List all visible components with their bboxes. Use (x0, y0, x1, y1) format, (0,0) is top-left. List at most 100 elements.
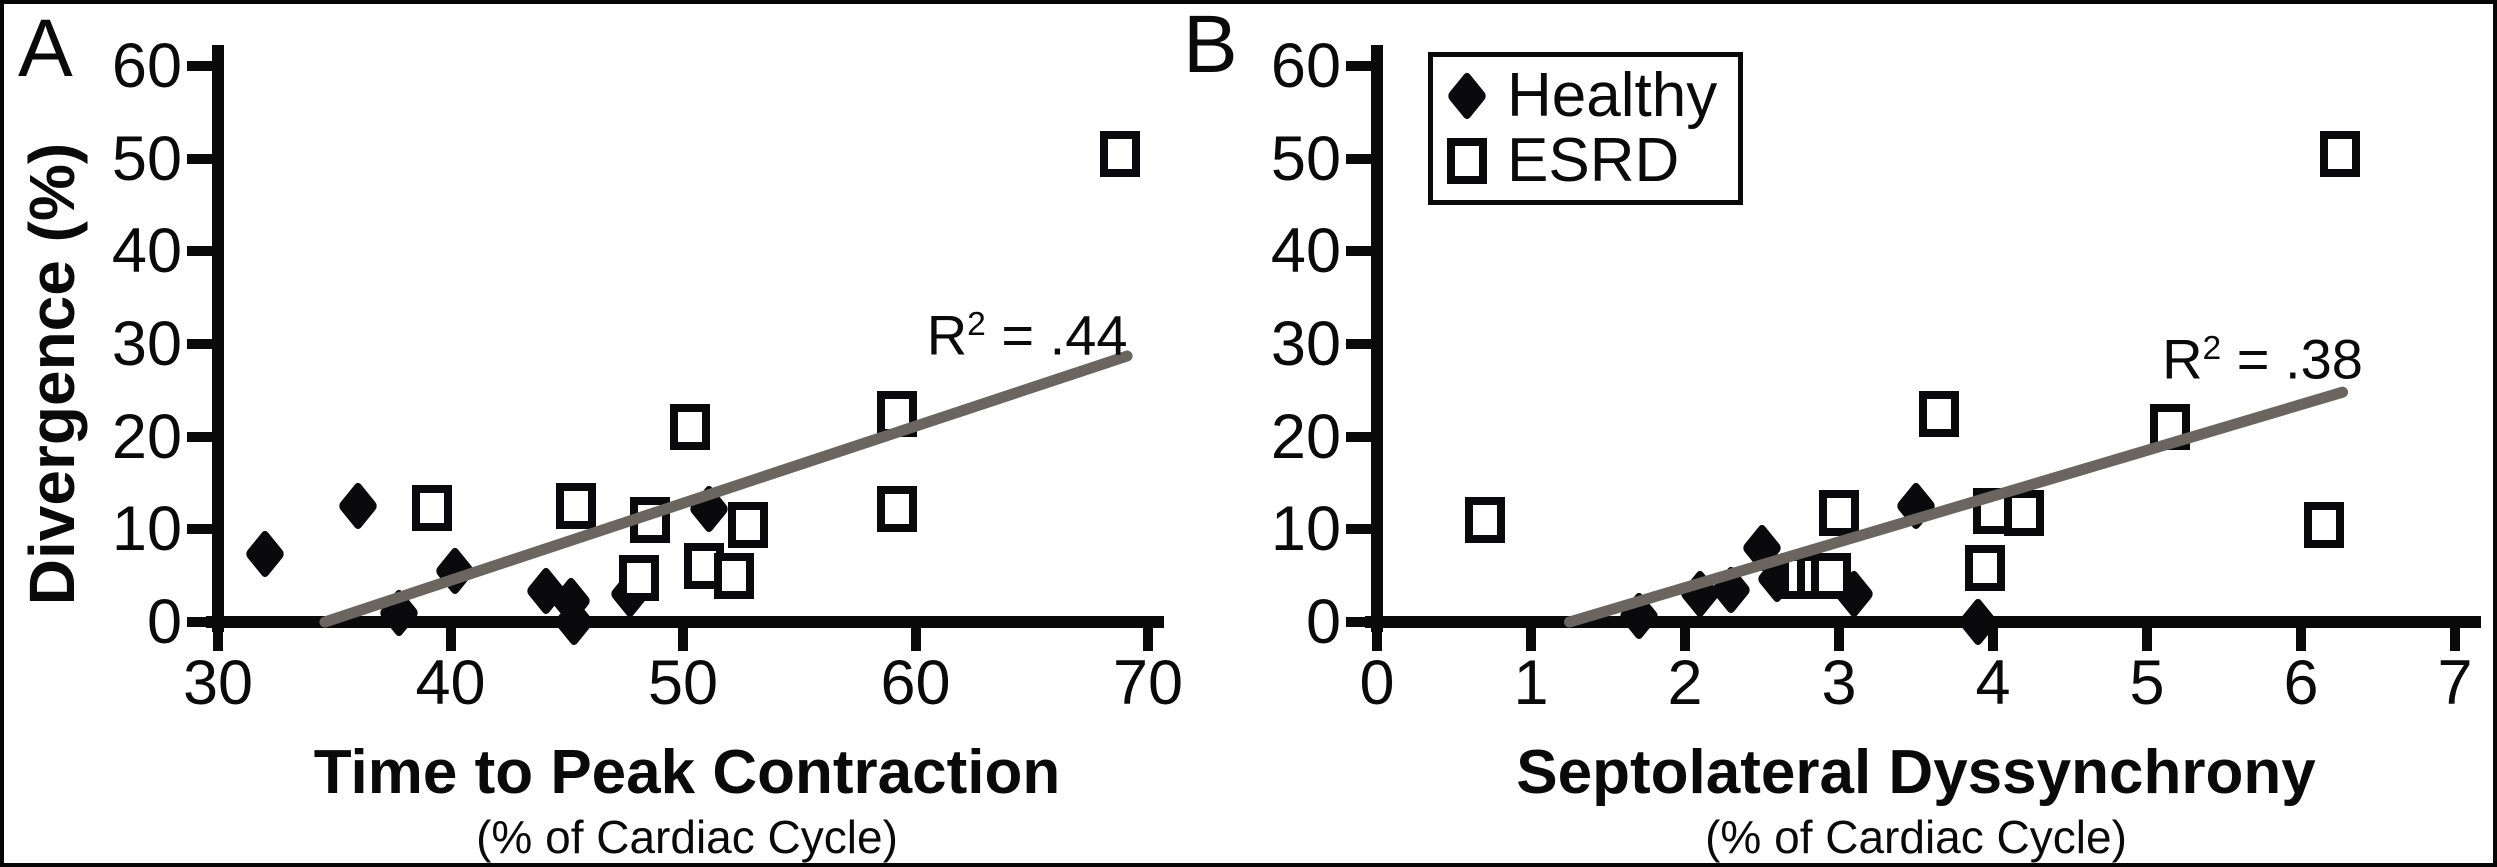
esrd-point (2319, 131, 2360, 178)
r2-a-sup: 2 (967, 306, 986, 344)
x-tick-label: 3 (1821, 648, 1857, 718)
open-square-icon (1447, 138, 1487, 185)
healthy-diamond-icon (1445, 68, 1489, 124)
esrd-point (683, 543, 724, 590)
r2-b-sup: 2 (2202, 329, 2222, 367)
healthy-point (337, 480, 378, 532)
x-tick (2296, 628, 2306, 651)
esrd-point (714, 552, 755, 599)
y-tick-label: 40 (1270, 216, 1341, 287)
esrd-point (1965, 545, 2006, 592)
healthy-point (1741, 522, 1783, 574)
x-tick (2142, 628, 2152, 651)
x-tick-label: 1 (1513, 648, 1549, 718)
healthy-point (1895, 480, 1937, 532)
y-tick-label: 10 (1270, 494, 1341, 565)
legend-box: Healthy ESRD (1428, 52, 1743, 205)
y-tick-label: 50 (1270, 123, 1341, 194)
y-axis-label: Divergence (%) (16, 142, 88, 606)
y-tick (187, 431, 212, 442)
esrd-point (1819, 489, 1859, 536)
legend-label-esrd: ESRD (1507, 126, 1680, 196)
x-tick (1526, 628, 1536, 651)
esrd-point (1919, 390, 1960, 437)
y-tick (187, 524, 212, 535)
x-tick (1988, 628, 1998, 651)
x-tick (1834, 628, 1844, 651)
x-tick-label: 2 (1667, 648, 1703, 718)
y-tick (1346, 246, 1371, 257)
panel-a-x-axis-title: Time to Peak Contraction (313, 738, 1061, 807)
x-tick (1143, 628, 1153, 651)
esrd-point (2304, 501, 2345, 548)
x-tick (445, 628, 456, 651)
legend-label-healthy: Healthy (1507, 60, 1718, 130)
esrd-point (411, 485, 452, 532)
esrd-square-icon (1445, 133, 1489, 189)
esrd-point (1464, 497, 1505, 544)
x-tick (2450, 628, 2460, 651)
panel-a-trendline (319, 350, 1133, 628)
y-tick-label: 20 (1270, 401, 1341, 472)
legend-row-esrd: ESRD (1445, 130, 1728, 192)
healthy-point (609, 568, 650, 620)
x-tick-label: 0 (1359, 648, 1395, 718)
esrd-point (1973, 487, 2013, 534)
y-tick-label: 30 (1270, 309, 1341, 379)
r2-b-rest: = .38 (2221, 327, 2363, 391)
healthy-point (1710, 564, 1752, 615)
healthy-point (434, 545, 476, 597)
y-tick (187, 153, 212, 164)
y-tick (1346, 153, 1371, 164)
x-tick-label: 30 (182, 648, 254, 718)
y-tick (187, 339, 212, 349)
healthy-point (378, 587, 420, 638)
y-tick (187, 61, 212, 71)
r2-b-base: R (2162, 327, 2203, 391)
x-tick-label: 40 (415, 648, 486, 718)
x-tick-label: 60 (880, 648, 951, 718)
x-tick (910, 628, 921, 651)
r2-a-rest: = .44 (985, 304, 1128, 368)
x-tick (678, 628, 688, 651)
esrd-point (2003, 489, 2044, 536)
x-tick-label: 70 (1112, 648, 1184, 718)
esrd-point (1797, 552, 1838, 599)
legend-row-healthy: Healthy (1445, 60, 1728, 130)
x-tick (1680, 628, 1690, 651)
y-tick (1346, 431, 1371, 442)
panel-a-x-axis (206, 616, 1164, 628)
x-tick-label: 4 (1975, 648, 2011, 718)
healthy-point (688, 483, 729, 535)
esrd-point (2150, 404, 2191, 451)
filled-diamond-icon (1446, 70, 1488, 121)
y-tick-label: 0 (1305, 587, 1341, 657)
panel-b-x-axis (1365, 616, 2481, 628)
panel-b-y-axis (1371, 45, 1383, 632)
healthy-point (525, 566, 567, 617)
esrd-point (1811, 552, 1852, 599)
y-tick (1346, 61, 1371, 71)
x-tick-label: 7 (2437, 648, 2473, 718)
esrd-point (876, 485, 917, 532)
esrd-point (1780, 552, 1821, 599)
panel-b-x-axis-subtitle: (% of Cardiac Cycle) (1705, 811, 2127, 863)
x-tick-label: 50 (647, 648, 719, 718)
panel-a-x-axis-subtitle: (% of Cardiac Cycle) (476, 811, 898, 863)
esrd-point (1100, 131, 1141, 178)
y-tick (1346, 339, 1371, 349)
x-tick-label: 5 (2129, 648, 2165, 718)
esrd-point (669, 404, 710, 451)
panel-b-letter: B (1183, 0, 1238, 90)
esrd-point (876, 390, 917, 437)
esrd-point (630, 497, 671, 544)
healthy-point (1833, 568, 1875, 620)
panel-b-x-axis-title: Septolateral Dyssynchrony (1516, 738, 2316, 807)
y-tick (1346, 524, 1371, 535)
panel-a-r2-annotation: R2 = .44 (867, 293, 1187, 367)
